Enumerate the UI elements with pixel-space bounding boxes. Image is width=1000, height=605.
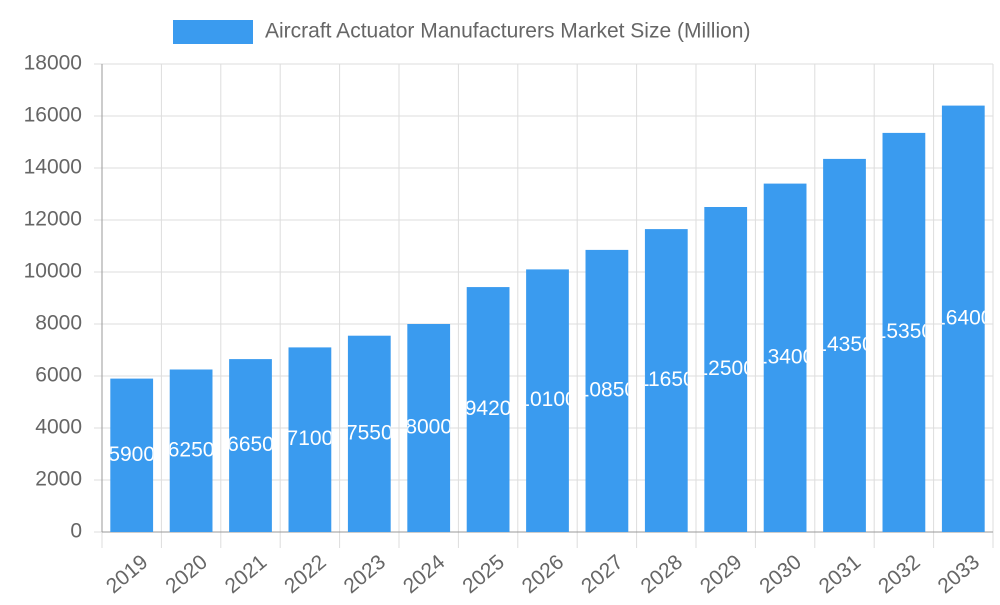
x-tick-label: 2025 [458,550,509,598]
x-tick-label: 2026 [518,550,569,598]
bar [110,378,154,532]
legend-label: Aircraft Actuator Manufacturers Market S… [265,20,750,43]
x-tick-label: 2033 [934,550,985,598]
bar [763,183,807,532]
bar [288,347,332,532]
bar [407,324,451,532]
data-label: 6650 [227,433,274,456]
y-tick-label: 16000 [24,104,82,127]
bar [526,269,569,532]
bar [704,207,748,532]
data-label: 10850 [578,378,636,401]
x-tick-label: 2028 [637,550,688,598]
data-label: 8000 [405,416,452,439]
data-label: 7100 [287,427,334,450]
legend-swatch [173,20,253,44]
y-tick-label: 10000 [24,260,82,283]
x-tick-label: 2032 [874,550,925,598]
y-tick-label: 6000 [35,364,82,387]
data-label: 5900 [108,443,155,466]
y-tick-label: 2000 [35,468,82,491]
bar [466,287,510,532]
data-label: 7550 [346,421,393,444]
data-label: 9420 [465,397,512,420]
y-tick-label: 0 [70,520,82,543]
data-label: 12500 [696,357,754,380]
data-label: 14350 [815,333,873,356]
x-tick-label: 2030 [755,550,806,598]
data-label: 16400 [934,306,992,329]
data-label: 10100 [518,388,576,411]
y-tick-label: 4000 [35,416,82,439]
bar [823,158,866,532]
y-tick-label: 18000 [24,52,82,75]
bar [882,132,926,532]
x-tick-label: 2019 [102,550,153,598]
bar [941,105,985,532]
x-tick-label: 2021 [221,550,272,598]
x-tick-label: 2029 [696,550,747,598]
x-tick-label: 2023 [340,550,391,598]
x-tick-label: 2024 [399,550,450,598]
y-tick-label: 14000 [24,156,82,179]
bar [585,249,629,532]
x-tick-label: 2020 [161,550,212,598]
bar [644,229,688,532]
bar [229,359,272,532]
y-tick-label: 12000 [24,208,82,231]
y-tick-label: 8000 [35,312,82,335]
bar [347,335,391,532]
data-label: 13400 [756,345,814,368]
data-label: 15350 [875,320,933,343]
x-tick-label: 2022 [280,550,331,598]
x-tick-label: 2031 [815,550,866,598]
data-label: 6250 [168,438,215,461]
bar [169,369,213,532]
x-tick-label: 2027 [577,550,628,598]
data-label: 11650 [638,368,695,391]
